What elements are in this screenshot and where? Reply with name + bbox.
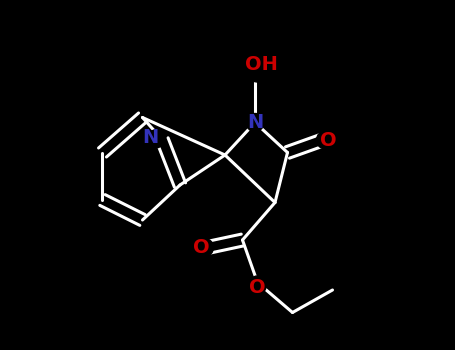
Text: N: N <box>142 128 158 147</box>
Circle shape <box>246 113 264 132</box>
Circle shape <box>147 130 165 148</box>
Circle shape <box>317 131 334 149</box>
Text: N: N <box>247 113 263 132</box>
Circle shape <box>248 276 267 294</box>
Text: O: O <box>193 238 210 257</box>
Text: O: O <box>320 131 337 149</box>
Text: OH: OH <box>245 55 278 74</box>
Text: O: O <box>249 278 266 297</box>
Circle shape <box>196 238 213 257</box>
Circle shape <box>243 52 273 82</box>
